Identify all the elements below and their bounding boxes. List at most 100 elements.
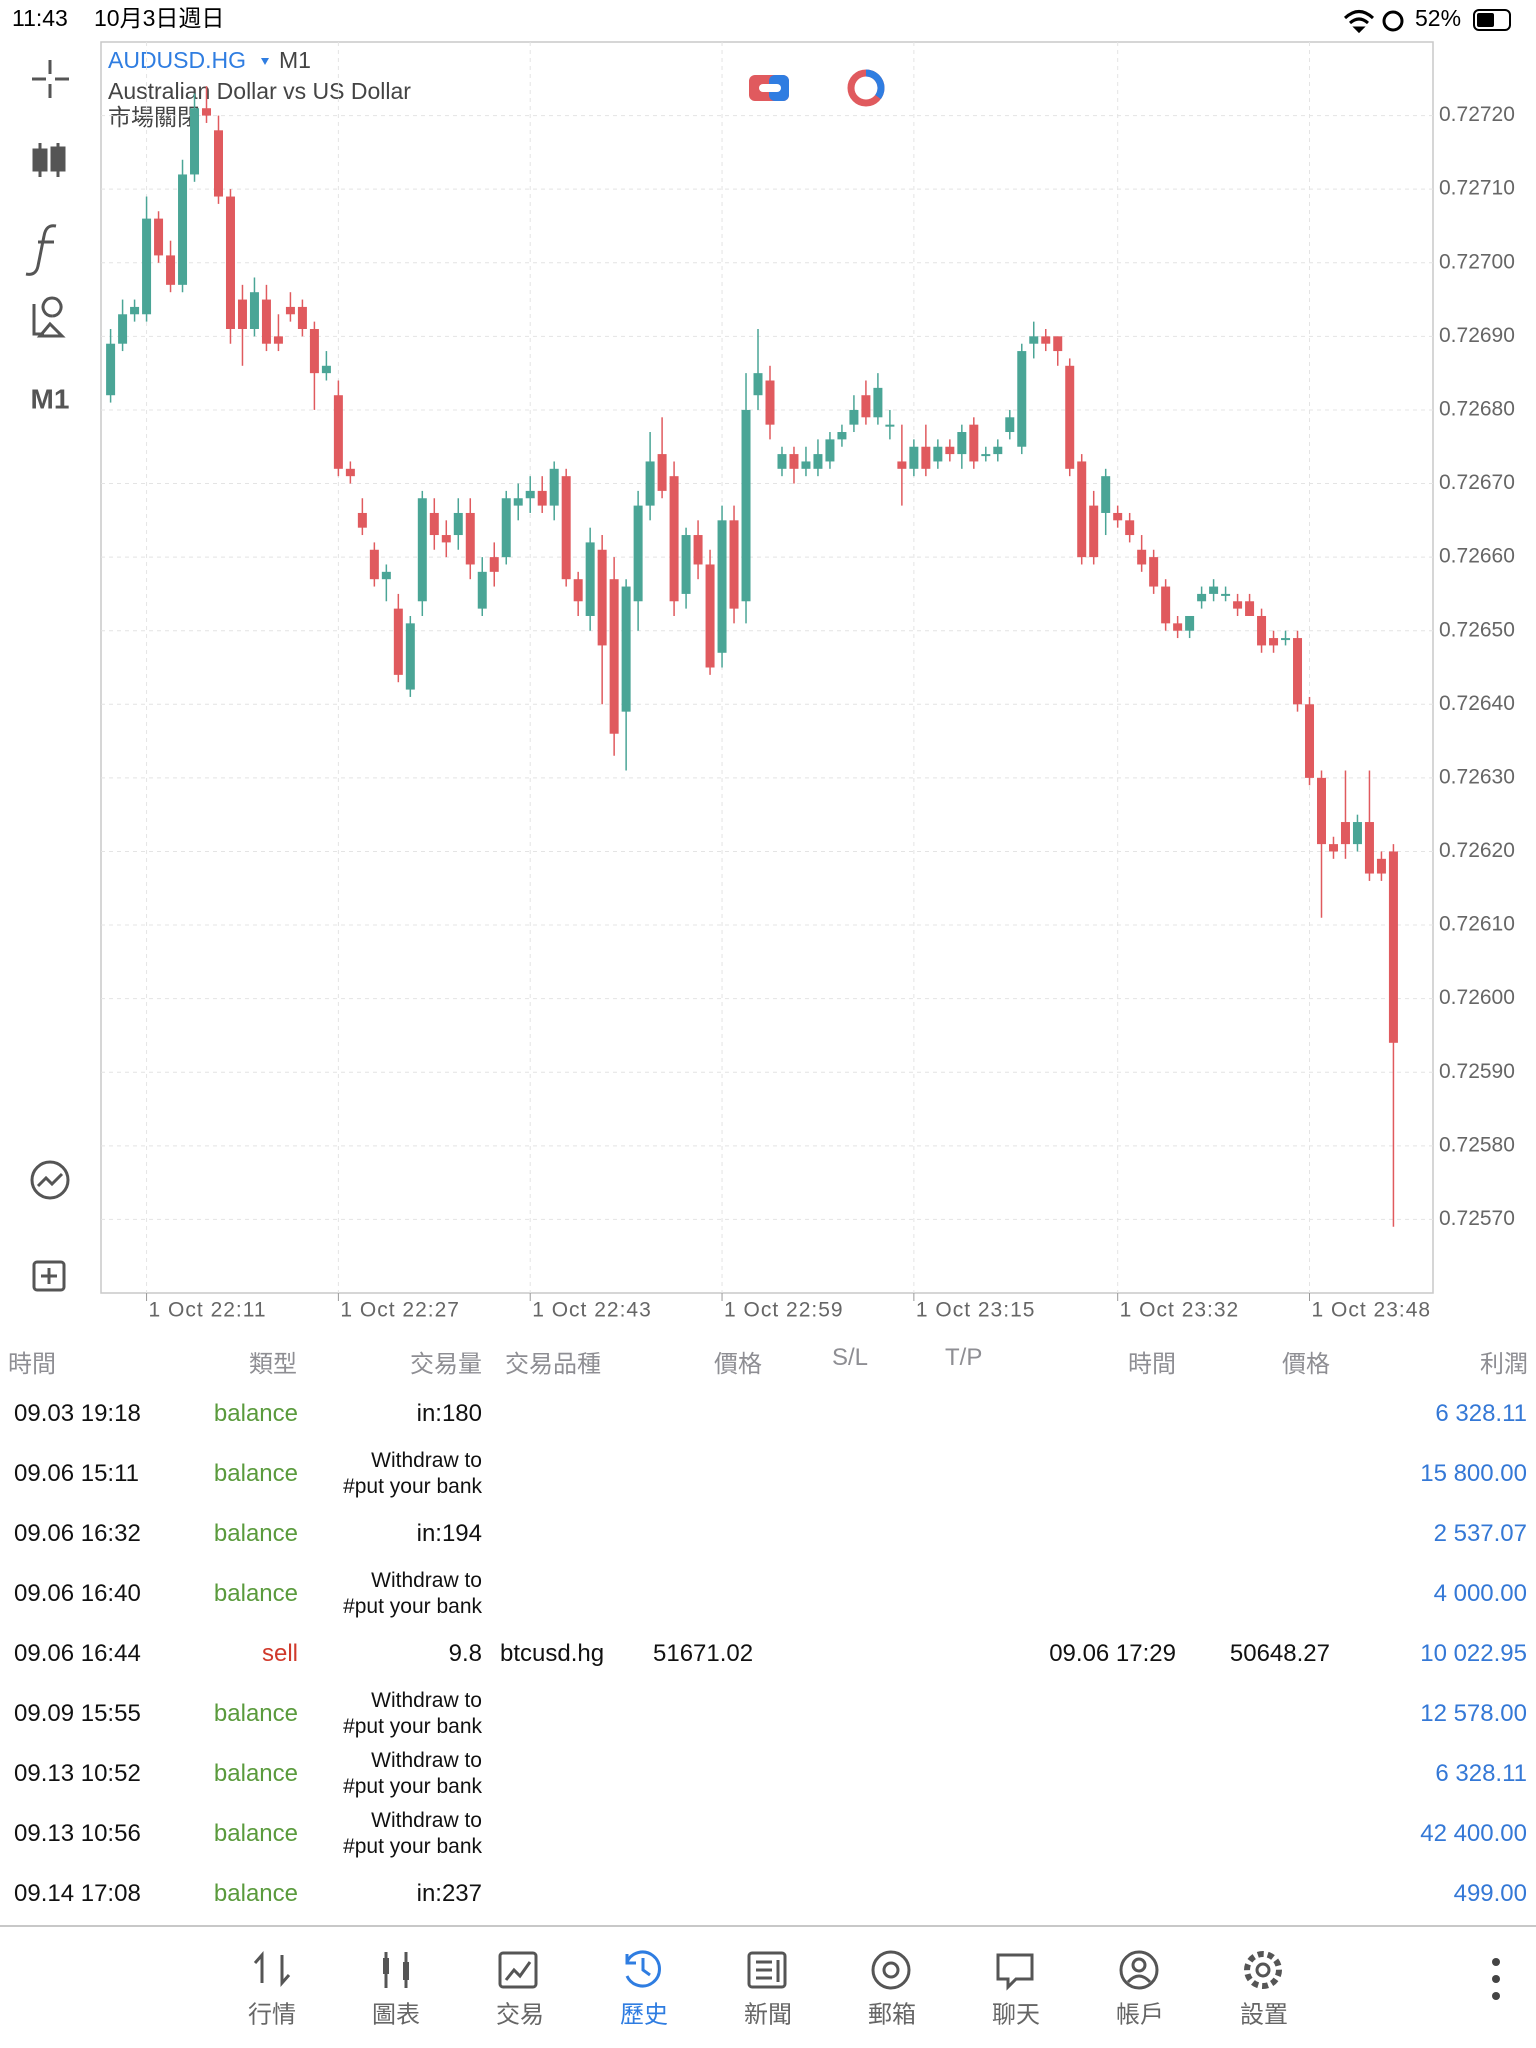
candle-body [1101, 476, 1111, 513]
candle-body [1065, 365, 1075, 469]
indicator-tool[interactable] [25, 224, 57, 276]
candle-body [130, 306, 140, 315]
nav-label[interactable]: 帳戶 [1116, 2001, 1164, 2028]
analytics-tool[interactable] [30, 1160, 70, 1200]
nav-label[interactable]: 新聞 [744, 2001, 792, 2028]
icon-settings[interactable] [1244, 1951, 1282, 1989]
icon-quotes[interactable] [253, 1951, 291, 1987]
candle-body [142, 218, 152, 315]
candle-body [225, 196, 235, 329]
candle-body [657, 454, 667, 491]
nav-label[interactable]: 圖表 [372, 2001, 420, 2028]
candle-body [477, 571, 487, 609]
x-tick-label: 1 Oct 22:27 [340, 1299, 460, 1322]
y-tick-label: 0.72570 [1439, 1207, 1515, 1230]
nav-label[interactable]: 歷史 [620, 2001, 668, 2028]
market-status: 市場關閉 [108, 104, 200, 130]
one-click-icon[interactable] [749, 75, 789, 101]
candle-body [202, 108, 212, 116]
candle-body [166, 255, 176, 285]
nav-label[interactable]: 交易 [496, 2001, 544, 2028]
candle-body [633, 505, 643, 602]
candle-body [1077, 461, 1087, 558]
clock-icon[interactable] [847, 69, 885, 107]
more-dot[interactable] [1492, 1958, 1500, 1966]
cell-time: 09.14 17:08 [14, 1880, 141, 1907]
column-header: 價格 [714, 1351, 762, 1378]
candle-body [1281, 638, 1291, 641]
cell-type: balance [213, 1460, 298, 1487]
cell-type: balance [213, 1820, 298, 1847]
candle-body [717, 520, 727, 653]
candle-body [465, 512, 475, 565]
icon-account[interactable] [1119, 1950, 1159, 1990]
candle-body [213, 130, 223, 197]
icon-account-body [1126, 1974, 1152, 1984]
icon-history[interactable] [625, 1950, 661, 1988]
lock-icon [1382, 10, 1404, 32]
nav-label[interactable]: 行情 [248, 2001, 296, 2028]
cell-volume: in:237 [416, 1880, 482, 1907]
x-tick-label: 1 Oct 22:43 [532, 1299, 652, 1322]
candle-body [861, 395, 871, 418]
cell-type: balance [213, 1580, 298, 1607]
x-tick-label: 1 Oct 22:59 [724, 1299, 844, 1322]
chart-plot: 0.72570 0.72580 0.72590 0.72600 0.72610 0.726… [101, 42, 1515, 1322]
candle-body [513, 498, 523, 506]
crosshair-tool[interactable] [32, 60, 69, 98]
timeframe-button[interactable]: M1 [31, 383, 70, 414]
y-tick-label: 0.72630 [1439, 765, 1515, 788]
candle-body [1137, 549, 1147, 565]
candle-body [106, 343, 116, 396]
candle-body [753, 373, 763, 396]
candle-body [237, 299, 247, 329]
add-plus [41, 1268, 57, 1284]
cell-type: balance [213, 1400, 298, 1427]
icon-mail[interactable] [871, 1950, 911, 1990]
x-tick-label: 1 Oct 23:48 [1312, 1299, 1432, 1322]
add-tool[interactable] [32, 1260, 66, 1292]
candle-body [837, 432, 847, 440]
candle-body [1221, 593, 1231, 596]
nav-label[interactable]: 郵箱 [868, 2001, 916, 2028]
icon-trade[interactable] [498, 1951, 538, 1989]
column-header: 交易量 [410, 1351, 482, 1378]
candle-body [561, 476, 571, 580]
cell-profit: 499.00 [1453, 1880, 1527, 1907]
symbol[interactable]: AUDUSD.HG [108, 47, 246, 73]
column-header: 利潤 [1480, 1351, 1528, 1378]
candle-body [573, 579, 583, 602]
analytics-line [36, 1172, 64, 1188]
candle-body [813, 454, 823, 469]
more-dot [1492, 1975, 1500, 1983]
candle-body [1376, 858, 1386, 874]
column-header: 時間 [1128, 1351, 1176, 1378]
cell-type: balance [213, 1880, 298, 1907]
cell-time: 09.13 10:56 [14, 1820, 141, 1847]
candle-body [549, 468, 559, 506]
candle-body [1209, 586, 1219, 594]
candle-body [1053, 336, 1063, 352]
nav-label[interactable]: 設置 [1240, 2001, 1288, 2028]
nav-label[interactable]: 聊天 [992, 2001, 1040, 2028]
y-tick-label: 0.72600 [1439, 986, 1515, 1009]
icon-account-head [1131, 1957, 1147, 1973]
candle-body [178, 174, 188, 285]
candle-body [597, 549, 607, 646]
candle-body [921, 446, 931, 469]
icon-news[interactable] [747, 1951, 787, 1989]
cell-type: sell [261, 1640, 298, 1667]
cell-profit: 10 022.95 [1420, 1640, 1527, 1667]
icon-chat[interactable] [996, 1953, 1034, 1991]
chart-type-box [32, 148, 48, 172]
symbol-dropdown[interactable] [261, 58, 269, 65]
y-tick-label: 0.72650 [1439, 618, 1515, 641]
cell-volume: Withdraw to #put your bank [343, 1449, 482, 1498]
candle-body [729, 520, 739, 609]
candle-body [1125, 520, 1135, 536]
objects-tool[interactable] [32, 296, 66, 338]
column-header: 價格 [1282, 1351, 1330, 1378]
cell-profit: 6 328.11 [1435, 1760, 1527, 1787]
candle-body [873, 387, 883, 418]
